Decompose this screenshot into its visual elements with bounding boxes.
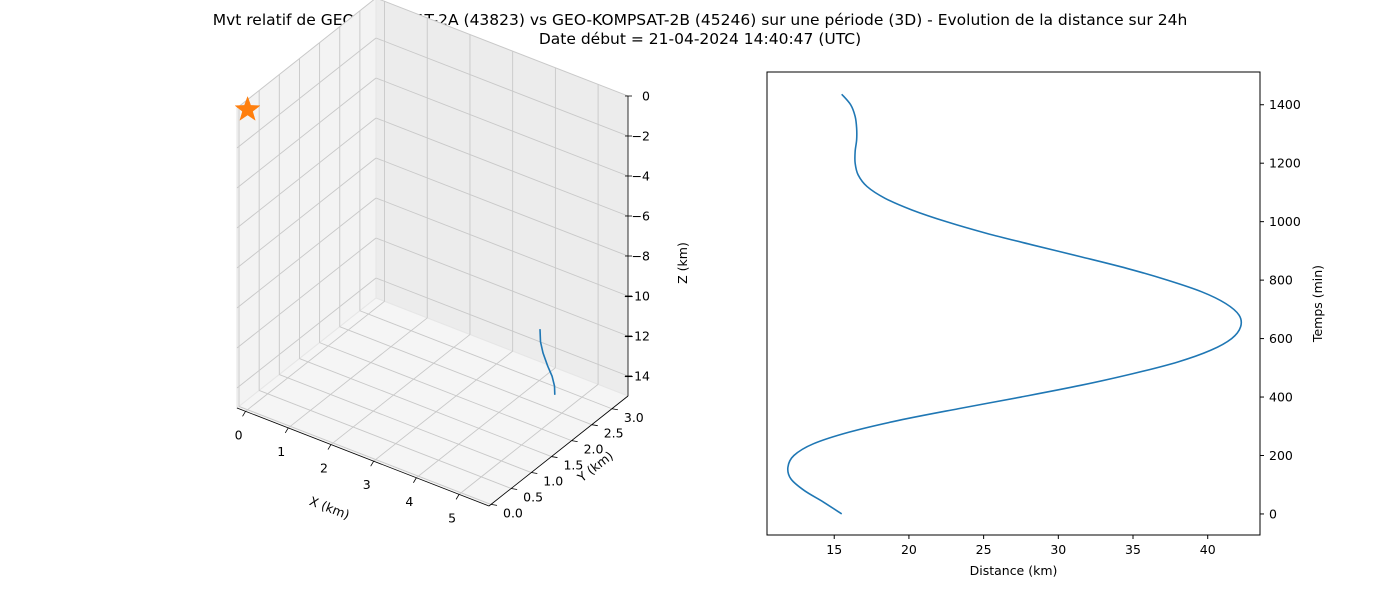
x-axis-line — [236, 407, 490, 507]
grid-line — [339, 326, 592, 426]
chart-3d-relative-motion: 0 1 2 3 4 5 0.00.51.01.52.02.53.0 0 −2 −4 −6 −8 −10 −… — [234, 0, 690, 525]
z-tick-label: −6 — [632, 209, 650, 224]
grid-line — [299, 358, 552, 457]
grid-line — [236, 77, 377, 189]
y-tick-label: 2.5 — [604, 426, 624, 441]
x-tick-label: 15 — [826, 542, 842, 557]
x-tick-label: 1 — [277, 444, 285, 459]
y-tick-label: 800 — [1269, 273, 1293, 288]
y-tick — [611, 408, 618, 411]
x-tick — [327, 444, 332, 450]
grid-line — [416, 367, 556, 479]
x-tick-label: 0 — [235, 427, 243, 442]
grid-line — [236, 37, 377, 149]
grid-line — [236, 117, 377, 229]
grid-line — [279, 374, 532, 473]
grid-line — [319, 342, 572, 442]
x-tick-label: 5 — [448, 510, 456, 525]
x-tick-label: 25 — [976, 542, 992, 557]
grid-line — [236, 237, 377, 349]
grid-line — [375, 157, 629, 257]
z-tick-label: −2 — [632, 129, 650, 144]
y-tick-label: 1200 — [1269, 156, 1301, 171]
x-tick-label: 4 — [405, 494, 413, 509]
grid-line — [375, 37, 629, 137]
y-tick — [511, 488, 518, 490]
grid-line — [375, 77, 629, 177]
x-tick-label: 2 — [320, 461, 328, 476]
x-tick — [370, 460, 375, 467]
y-tick-label: 0.0 — [503, 505, 523, 520]
y-tick-label: 3.0 — [624, 410, 644, 425]
plot-frame — [766, 71, 1261, 536]
grid-line — [359, 310, 613, 410]
y-tick-label: 1000 — [1269, 214, 1301, 229]
y-tick-label: 0.5 — [523, 489, 543, 504]
z-tick-label: −12 — [624, 329, 650, 344]
x-tick-label: 20 — [901, 542, 917, 557]
y-tick — [571, 440, 578, 443]
x-tick-label: 40 — [1200, 542, 1216, 557]
z-axis-label: Z (km) — [675, 242, 690, 284]
z-tick-label: −4 — [632, 169, 650, 184]
star-marker — [234, 95, 261, 121]
y-axis-label: Temps (min) — [1310, 265, 1325, 343]
grid-line — [287, 317, 428, 429]
grid-line — [375, 117, 629, 217]
z-tick-label: −14 — [624, 369, 650, 384]
grid-line — [330, 334, 471, 445]
y-tick-label: 1.5 — [563, 458, 583, 473]
z-tick-label: 0 — [642, 89, 650, 104]
x-tick — [242, 411, 246, 417]
grid-line — [375, 277, 629, 377]
y-tick — [531, 472, 538, 474]
grid-line — [373, 350, 513, 462]
chart-distance-vs-time: 15 20 25 30 35 400200400600800100012001400Dis… — [766, 71, 1325, 578]
figure-title-line1: Mvt relatif de GEO-KOMPSAT-2A (43823) vs… — [213, 11, 1188, 29]
x-tick — [284, 427, 289, 434]
grid-line — [458, 384, 599, 495]
grid-line — [375, 237, 629, 337]
series-line-distance — [786, 93, 1243, 515]
z-tick-label: −10 — [624, 289, 650, 304]
x-axis-label: X (km) — [307, 493, 351, 522]
z-tick-label: −8 — [632, 249, 650, 264]
y-tick — [591, 424, 598, 427]
y-tick-label: 2.0 — [584, 442, 604, 457]
y-tick-label: 0 — [1269, 506, 1277, 521]
grid-line — [238, 405, 492, 505]
y-tick-label: 200 — [1269, 448, 1293, 463]
grid-line — [236, 277, 377, 389]
grid-line — [236, 157, 377, 269]
y-tick-label: 400 — [1269, 390, 1293, 405]
y-axis-line — [488, 395, 629, 507]
x-tick-label: 3 — [363, 477, 371, 492]
grid-line — [245, 300, 385, 412]
x-tick-label: 35 — [1125, 542, 1141, 557]
grid-line — [258, 390, 512, 489]
series-line-trajectory — [539, 329, 556, 395]
grid-line — [379, 0, 629, 97]
y-tick — [551, 456, 558, 458]
x-tick-label: 30 — [1050, 542, 1066, 557]
y-tick-label: 1.0 — [543, 474, 563, 489]
figure-title-line2: Date début = 21-04-2024 14:40:47 (UTC) — [539, 30, 861, 48]
y-tick-label: 1400 — [1269, 97, 1301, 112]
x-tick — [413, 477, 417, 483]
x-tick — [455, 494, 460, 500]
y-tick — [490, 504, 498, 506]
grid-line — [236, 197, 377, 309]
grid-line — [375, 197, 629, 297]
grid-line — [236, 0, 375, 109]
x-axis-label: Distance (km) — [970, 563, 1058, 578]
y-tick-label: 600 — [1269, 331, 1293, 346]
